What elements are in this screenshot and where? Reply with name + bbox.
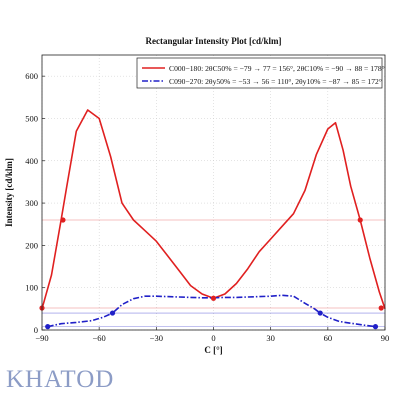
legend: C000−180: 2θC50% = −79 → 77 = 156°, 2θC1… [136,57,385,89]
series-group [41,109,386,328]
y-tick-label: 200 [25,240,38,250]
legend-label-2: C090−270: 2θy50% = −53 → 56 = 110°, 2θy1… [169,77,382,86]
series-line-2 [47,294,376,328]
y-tick-label: 300 [25,198,38,208]
y-tick-label: 400 [25,156,38,166]
legend-box [136,57,383,89]
axis-ticks: −90 −60 −30 0 30 60 90 0 100 200 300 400 500 600 [25,71,389,343]
chart-title: Rectangular Intensity Plot [cd/klm] [145,36,281,46]
series-marker [45,324,51,330]
y-tick-label: 600 [25,71,38,81]
x-tick-label: 30 [266,333,275,343]
series-marker [378,305,384,311]
series-marker [210,295,217,301]
x-tick-label: 0 [211,333,215,343]
grid-lines [41,55,386,331]
legend-label-1: C000−180: 2θC50% = −79 → 77 = 156°, 2θC1… [169,64,385,73]
khatod-logo: KHATOD [6,366,115,393]
series-line-1 [41,109,386,310]
series-marker [357,217,363,223]
markers-group [39,217,384,330]
x-tick-label: 90 [381,333,390,343]
series-marker [372,324,379,330]
reference-lines [42,219,385,327]
series-marker [317,310,323,316]
series-marker [60,217,66,223]
plot-frame [41,54,386,331]
y-tick-label: 500 [25,113,38,123]
y-tick-label: 100 [25,283,38,293]
y-axis-title: Intensity [cd/klm] [4,158,14,227]
series-marker [109,310,116,316]
x-tick-label: −90 [35,333,48,343]
x-tick-label: 60 [324,333,333,343]
y-tick-label: 0 [34,325,38,335]
x-axis-title: C [°] [204,345,222,355]
x-tick-label: −60 [93,333,106,343]
x-tick-label: −30 [150,333,163,343]
